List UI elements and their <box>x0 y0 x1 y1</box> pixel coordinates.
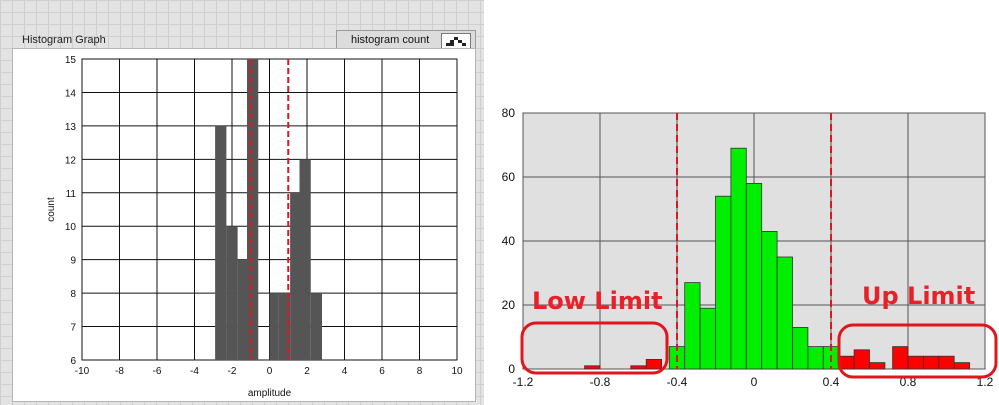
right-x-tick-label: -0.8 <box>590 375 611 389</box>
left-histogram-bar <box>237 259 247 360</box>
right-histogram-bar <box>869 362 886 370</box>
left-x-tick-label: 8 <box>417 366 423 377</box>
left-histogram-bar <box>278 293 291 360</box>
left-y-tick-label: 15 <box>65 55 77 66</box>
right-histogram-bar <box>699 307 716 370</box>
left-y-tick-label: 6 <box>70 356 76 367</box>
low-limit-annotation: Low Limit <box>532 287 663 315</box>
left-x-tick-label: 4 <box>342 366 348 377</box>
right-x-tick-label: -1.2 <box>513 375 534 389</box>
left-x-tick-label: 6 <box>379 366 385 377</box>
left-histogram-bar <box>299 159 311 360</box>
left-histogram-bar <box>310 293 322 360</box>
right-y-tick-label: 20 <box>502 298 516 312</box>
right-histogram-bar <box>645 358 663 370</box>
right-x-tick-label: 0.4 <box>823 375 840 389</box>
right-histogram-bar <box>776 256 793 370</box>
right-histogram-bar <box>892 346 909 370</box>
left-x-tick-label: -10 <box>75 366 90 377</box>
right-histogram-bar <box>792 326 809 370</box>
left-x-tick-label: -6 <box>153 366 162 377</box>
right-y-tick-label: 80 <box>502 106 516 120</box>
right-y-tick-label: 0 <box>508 362 515 376</box>
right-x-tick-label: 0 <box>751 375 758 389</box>
left-y-axis-label: count <box>46 197 57 222</box>
left-y-tick-label: 9 <box>70 256 76 267</box>
right-histogram-bar <box>730 147 747 370</box>
right-histogram-bar <box>907 355 924 370</box>
left-x-tick-label: 10 <box>451 366 463 377</box>
right-y-tick-label: 40 <box>502 234 516 248</box>
left-y-tick-label: 10 <box>65 222 77 233</box>
left-x-tick-label: -8 <box>115 366 124 377</box>
left-histogram-chart: -10 -8 -6 -4 -2 0 2 4 6 8 10 6 7 8 9 10 11 12 13 14 15 amplit… <box>46 55 463 399</box>
right-x-tick-label: -0.4 <box>667 375 688 389</box>
left-x-tick-label: -2 <box>228 366 237 377</box>
right-histogram-bar <box>938 355 955 370</box>
right-histogram-bar <box>630 365 647 370</box>
panel-title: Histogram Graph <box>22 34 106 46</box>
left-x-axis-label: amplitude <box>248 388 292 399</box>
plot-legend-label: histogram count <box>351 34 430 46</box>
right-histogram-bar <box>761 230 778 370</box>
right-histogram-bar <box>715 195 732 370</box>
left-histogram-bar <box>269 293 279 360</box>
left-y-tick-label: 11 <box>66 189 77 200</box>
left-x-tick-label: -4 <box>190 366 199 377</box>
left-x-tick-label: 0 <box>267 366 273 377</box>
right-y-tick-label: 60 <box>502 170 516 184</box>
left-y-tick-label: 8 <box>70 289 76 300</box>
right-histogram-bar <box>584 365 601 370</box>
left-histogram-bar <box>215 125 227 360</box>
right-histogram-bar <box>684 282 701 370</box>
left-y-tick-label: 13 <box>65 122 77 133</box>
left-y-tick-label: 12 <box>65 155 77 166</box>
low-limit-highlight-box <box>520 321 669 375</box>
left-y-tick-label: 14 <box>65 88 77 99</box>
left-x-tick-label: 2 <box>304 366 310 377</box>
left-histogram-bar <box>290 192 300 360</box>
up-limit-highlight-box <box>837 323 998 379</box>
up-limit-annotation: Up Limit <box>862 282 975 310</box>
right-histogram-bar <box>807 346 824 370</box>
right-histogram-bar <box>853 349 870 370</box>
left-histogram-bar <box>226 226 238 360</box>
right-histogram-bar <box>745 182 763 370</box>
right-histogram-bar <box>923 355 940 370</box>
right-histogram-bar <box>953 362 971 370</box>
left-histogram-bar <box>247 59 259 360</box>
left-y-tick-label: 7 <box>70 323 76 334</box>
